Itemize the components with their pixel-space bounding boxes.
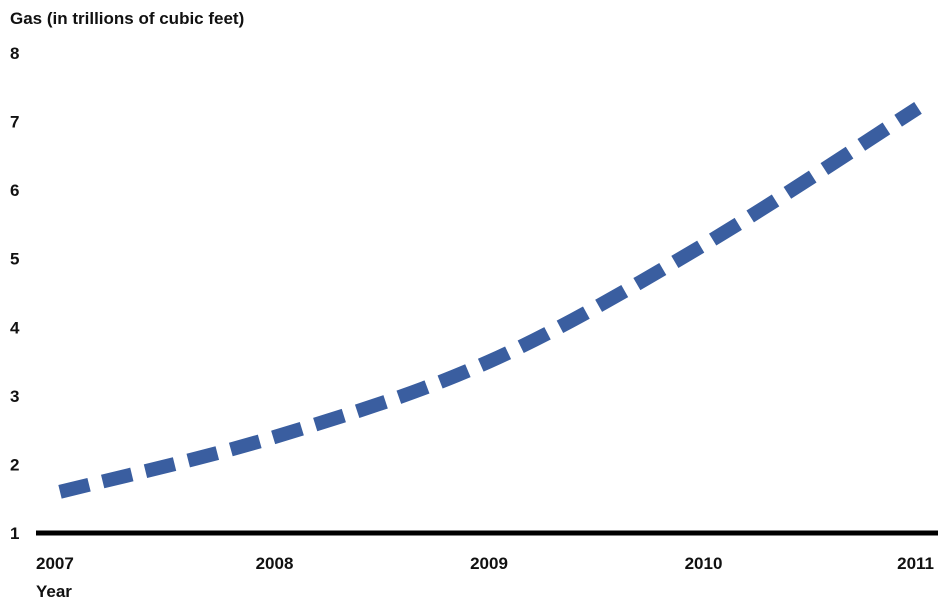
y-tick-label: 3 [10,387,19,406]
y-tick-label: 7 [10,113,19,132]
x-axis-label: Year [36,582,72,601]
y-tick-label: 8 [10,44,19,63]
x-axis-ticks: 2007 2008 2009 2010 2011 [36,554,934,573]
y-tick-label: 6 [10,181,19,200]
y-tick-label: 4 [10,318,20,337]
y-tick-label: 1 [10,524,19,543]
x-tick-label: 2008 [256,554,294,573]
series-line [58,101,922,499]
series-group [58,101,922,499]
y-axis-ticks: 1 2 3 4 5 6 7 8 [10,44,20,543]
y-tick-label: 2 [10,455,19,474]
y-axis-label: Gas (in trillions of cubic feet) [10,9,244,28]
y-tick-label: 5 [10,250,19,269]
x-tick-label: 2009 [470,554,508,573]
x-tick-label: 2010 [685,554,723,573]
x-tick-label: 2007 [36,554,74,573]
x-tick-label: 2011 [897,554,934,573]
